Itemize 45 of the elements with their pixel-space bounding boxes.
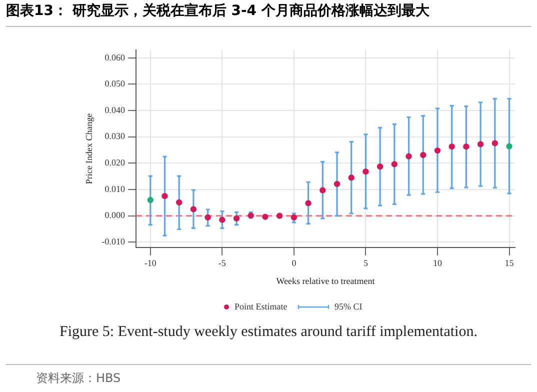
point bbox=[190, 206, 197, 212]
caption: Figure 5: Event-study weekly estimates around tariff implementation. bbox=[58, 324, 478, 341]
x-tick-label: -5 bbox=[218, 258, 226, 268]
point bbox=[376, 164, 384, 170]
x-tick-label: 10 bbox=[432, 258, 442, 268]
point bbox=[305, 200, 312, 206]
x-tick-label: 5 bbox=[363, 258, 368, 268]
y-tick-label: 0.020 bbox=[104, 158, 126, 168]
point bbox=[477, 141, 484, 148]
x-axis-title: Weeks relative to treatment bbox=[276, 276, 376, 286]
point bbox=[420, 152, 426, 158]
point bbox=[162, 192, 168, 200]
point bbox=[406, 153, 412, 160]
x-tick-label: -10 bbox=[144, 258, 157, 268]
point bbox=[391, 161, 398, 168]
point bbox=[320, 187, 326, 194]
legend-label: Point Estimate bbox=[234, 301, 288, 312]
y-tick-label: 0.040 bbox=[104, 104, 126, 115]
y-tick-label: 0.050 bbox=[104, 78, 126, 89]
point bbox=[506, 143, 512, 150]
point bbox=[276, 212, 283, 219]
y-axis-title: Price Index Change bbox=[84, 113, 94, 184]
point bbox=[362, 168, 369, 175]
text: 95% CI bbox=[334, 301, 362, 312]
text: 资料来源：HBS bbox=[36, 370, 121, 387]
point bbox=[233, 215, 240, 222]
y-tick-label: 0.030 bbox=[104, 131, 126, 142]
point bbox=[290, 214, 298, 220]
x-tick-label: 15 bbox=[504, 258, 514, 268]
point bbox=[348, 174, 354, 181]
y-tick-label: 0.060 bbox=[104, 52, 126, 62]
chart-title: 图表13： 研究显示，关税在宣布后 3-4 个月商品价格涨幅达到最大 bbox=[6, 2, 430, 20]
point bbox=[463, 143, 470, 150]
x-tick-label: 0 bbox=[292, 258, 297, 268]
point bbox=[434, 147, 441, 154]
point bbox=[204, 214, 211, 220]
y-tick-label: -0.010 bbox=[102, 236, 126, 246]
point bbox=[176, 199, 182, 206]
y-tick-label: 0.010 bbox=[104, 184, 126, 194]
point bbox=[492, 140, 498, 146]
point bbox=[219, 216, 226, 223]
point bbox=[147, 196, 154, 204]
point bbox=[448, 143, 455, 150]
y-tick-label: 0.000 bbox=[104, 210, 126, 220]
point bbox=[334, 180, 340, 188]
